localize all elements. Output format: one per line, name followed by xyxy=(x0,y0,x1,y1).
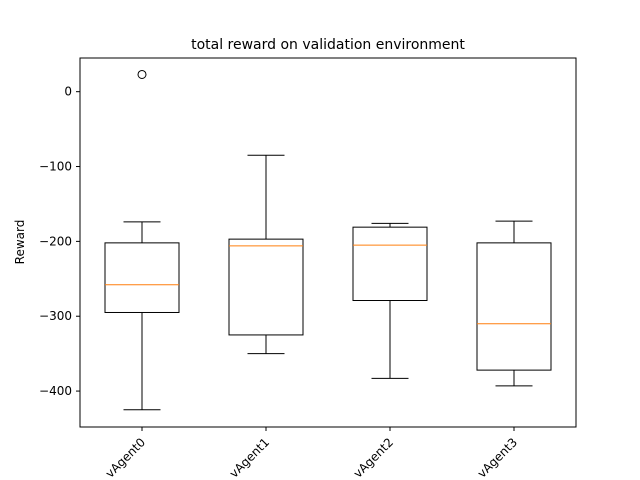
y-tick-label: −200 xyxy=(39,234,72,248)
box-iqr xyxy=(476,242,552,371)
y-tick-label: 0 xyxy=(64,85,72,99)
y-tick-label: −300 xyxy=(39,309,72,323)
box-iqr xyxy=(104,242,180,313)
chart-title: total reward on validation environment xyxy=(191,37,465,53)
y-tick-label: −400 xyxy=(39,384,72,398)
outlier-point xyxy=(137,69,147,79)
box-iqr xyxy=(228,238,304,336)
y-tick-label: −100 xyxy=(39,160,72,174)
y-axis-label: Reward xyxy=(13,220,27,265)
plot-frame xyxy=(79,57,577,428)
box-iqr xyxy=(352,226,428,302)
